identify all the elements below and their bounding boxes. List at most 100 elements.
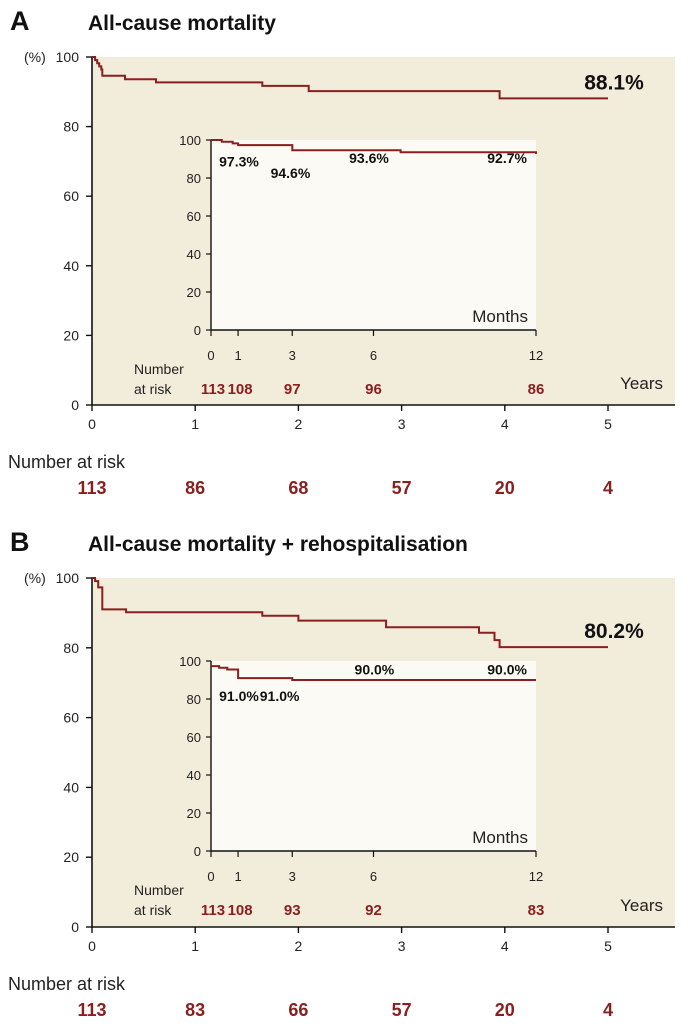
inset-number-at-risk-value: 113 bbox=[201, 902, 225, 919]
inset-number-at-risk-value: 96 bbox=[365, 381, 382, 398]
inset-number-at-risk-value: 97 bbox=[284, 381, 301, 398]
inset-risk-label-line1: Number bbox=[134, 882, 184, 898]
number-at-risk-value: 83 bbox=[185, 1000, 205, 1020]
inset-y-tick-label: 80 bbox=[187, 171, 201, 186]
number-at-risk-value: 68 bbox=[288, 478, 308, 498]
inset-x-tick-label: 12 bbox=[529, 348, 543, 363]
inset-x-tick-label: 6 bbox=[370, 869, 377, 884]
number-at-risk-value: 20 bbox=[495, 1000, 515, 1020]
x-tick-label: 0 bbox=[88, 938, 96, 954]
y-tick-label: 100 bbox=[56, 570, 80, 586]
x-tick-label: 3 bbox=[398, 938, 406, 954]
inset-number-at-risk-value: 108 bbox=[228, 381, 253, 398]
y-tick-label: 40 bbox=[63, 779, 79, 795]
number-at-risk-value: 86 bbox=[185, 478, 205, 498]
inset-risk-label-line1: Number bbox=[134, 361, 184, 377]
inset-y-tick-label: 60 bbox=[187, 209, 201, 224]
y-tick-label: 60 bbox=[63, 188, 79, 204]
panel-letter: A bbox=[10, 6, 30, 36]
inset-annotation: 90.0% bbox=[487, 661, 527, 677]
survival-curve bbox=[92, 577, 608, 649]
inset-risk-label-line2: at risk bbox=[134, 381, 172, 397]
inset-x-tick-label: 0 bbox=[207, 869, 214, 884]
number-at-risk-value: 4 bbox=[603, 478, 613, 498]
inset-y-tick-label: 40 bbox=[187, 247, 201, 262]
x-tick-label: 4 bbox=[501, 416, 509, 432]
number-at-risk-value: 57 bbox=[392, 1000, 412, 1020]
inset-x-tick-label: 3 bbox=[289, 348, 296, 363]
inset-number-at-risk-value: 113 bbox=[201, 381, 225, 398]
chart-title: All-cause mortality bbox=[88, 12, 276, 35]
number-at-risk-value: 113 bbox=[77, 1000, 106, 1020]
y-axis-label: (%) bbox=[24, 570, 46, 586]
chart-title: All-cause mortality + rehospitalisation bbox=[88, 533, 468, 556]
inset-number-at-risk-value: 108 bbox=[228, 902, 253, 919]
y-tick-label: 60 bbox=[63, 710, 79, 726]
number-at-risk-value: 66 bbox=[288, 1000, 308, 1020]
y-tick-label: 0 bbox=[71, 397, 79, 413]
inset-number-at-risk-value: 92 bbox=[365, 902, 382, 919]
number-at-risk-value: 57 bbox=[392, 478, 412, 498]
inset-x-tick-label: 12 bbox=[529, 869, 543, 884]
inset-annotation: 90.0% bbox=[355, 661, 395, 677]
inset-survival-curve bbox=[211, 665, 536, 681]
inset-x-axis-label: Months bbox=[472, 307, 528, 326]
x-tick-label: 3 bbox=[398, 416, 406, 432]
number-at-risk-value: 20 bbox=[495, 478, 515, 498]
number-at-risk-value: 4 bbox=[603, 1000, 613, 1020]
inset-y-tick-label: 60 bbox=[187, 730, 201, 745]
inset-x-tick-label: 1 bbox=[234, 869, 241, 884]
inset-plot-area bbox=[211, 661, 536, 851]
x-axis-label: Years bbox=[620, 374, 663, 393]
y-tick-label: 100 bbox=[56, 49, 80, 65]
inset-y-tick-label: 100 bbox=[179, 654, 201, 669]
number-at-risk-label: Number at risk bbox=[8, 452, 126, 472]
inset-y-tick-label: 100 bbox=[179, 133, 201, 148]
inset-survival-curve bbox=[211, 139, 537, 154]
inset-y-tick-label: 40 bbox=[187, 768, 201, 783]
inset-y-tick-label: 20 bbox=[187, 285, 201, 300]
inset-x-tick-label: 3 bbox=[289, 869, 296, 884]
inset-annotation: 91.0% bbox=[260, 688, 300, 704]
y-tick-label: 20 bbox=[63, 849, 79, 865]
inset-number-at-risk-value: 93 bbox=[284, 902, 301, 919]
inset-annotation: 97.3% bbox=[219, 154, 259, 170]
number-at-risk-value: 113 bbox=[77, 478, 106, 498]
x-tick-label: 1 bbox=[191, 416, 199, 432]
inset-y-tick-label: 0 bbox=[194, 844, 201, 859]
x-axis-label: Years bbox=[620, 896, 663, 915]
y-tick-label: 40 bbox=[63, 258, 79, 274]
panel-letter: B bbox=[10, 527, 30, 557]
inset-number-at-risk-value: 83 bbox=[528, 902, 545, 919]
inset-number-at-risk-value: 86 bbox=[528, 381, 545, 398]
inset-annotation: 92.7% bbox=[487, 150, 527, 166]
inset-annotation: 93.6% bbox=[349, 150, 389, 166]
number-at-risk-label: Number at risk bbox=[8, 974, 126, 994]
inset-annotation: 91.0% bbox=[219, 688, 259, 704]
y-tick-label: 20 bbox=[63, 327, 79, 343]
x-tick-label: 2 bbox=[295, 938, 303, 954]
inset-plot-area bbox=[211, 140, 536, 330]
y-tick-label: 80 bbox=[63, 119, 79, 135]
x-tick-label: 0 bbox=[88, 416, 96, 432]
inset-y-tick-label: 20 bbox=[187, 806, 201, 821]
inset-x-tick-label: 6 bbox=[370, 348, 377, 363]
final-value-label: 80.2% bbox=[584, 620, 644, 643]
inset-y-tick-label: 80 bbox=[187, 692, 201, 707]
inset-x-axis-label: Months bbox=[472, 828, 528, 847]
inset-x-tick-label: 1 bbox=[234, 348, 241, 363]
y-axis-label: (%) bbox=[24, 49, 46, 65]
x-tick-label: 4 bbox=[501, 938, 509, 954]
survival-curve bbox=[92, 56, 608, 100]
y-tick-label: 80 bbox=[63, 640, 79, 656]
x-tick-label: 5 bbox=[604, 938, 612, 954]
x-tick-label: 5 bbox=[604, 416, 612, 432]
inset-risk-label-line2: at risk bbox=[134, 902, 172, 918]
y-tick-label: 0 bbox=[71, 919, 79, 935]
inset-annotation: 94.6% bbox=[271, 165, 311, 181]
final-value-label: 88.1% bbox=[584, 71, 644, 94]
x-tick-label: 1 bbox=[191, 938, 199, 954]
x-tick-label: 2 bbox=[295, 416, 303, 432]
inset-y-tick-label: 0 bbox=[194, 323, 201, 338]
